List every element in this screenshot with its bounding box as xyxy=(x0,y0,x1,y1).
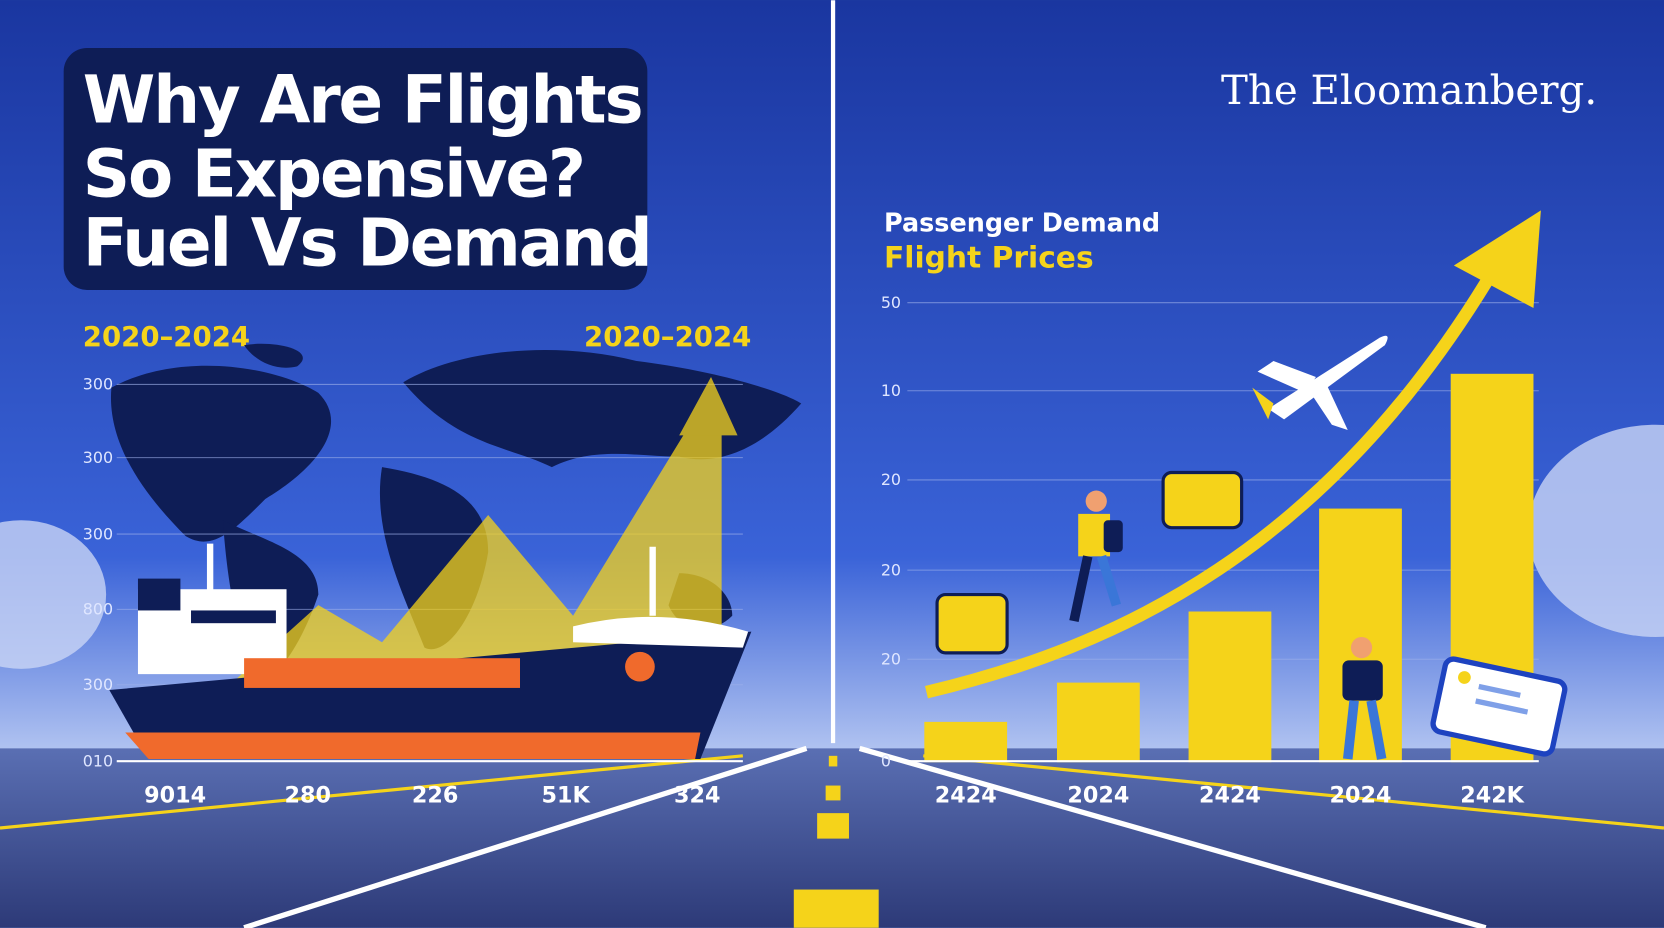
y-label: 20 xyxy=(881,560,901,579)
title-box xyxy=(63,48,648,290)
legend-label: Passenger Demand xyxy=(884,209,1160,239)
right-y-labels: 50 10 20 20 20 0 xyxy=(881,293,901,770)
clouds xyxy=(0,424,1664,669)
x-label: 226 xyxy=(412,783,458,809)
x-label: 2024 xyxy=(1329,783,1391,809)
y-label: 20 xyxy=(881,470,901,489)
y-label: 300 xyxy=(83,448,113,467)
y-label: 010 xyxy=(83,751,113,770)
road-lines xyxy=(0,745,1664,928)
y-label: 300 xyxy=(83,524,113,543)
brand: The Eloomanberg. xyxy=(1221,67,1597,114)
arrow-head xyxy=(1453,210,1541,308)
x-label: 2424 xyxy=(935,783,997,809)
y-label: 20 xyxy=(881,650,901,669)
x-label: 324 xyxy=(674,783,720,809)
y-label: 10 xyxy=(881,381,901,400)
y-label: 0 xyxy=(881,751,891,770)
period-label: 2020–2024 xyxy=(83,320,250,353)
x-label: 242K xyxy=(1460,783,1524,809)
right-x-labels: 2424 2024 2424 2024 242K xyxy=(935,783,1525,809)
ship xyxy=(109,543,752,760)
title-line: Fuel Vs Demand xyxy=(83,205,651,282)
y-label: 800 xyxy=(83,600,113,619)
luggage xyxy=(935,470,1244,655)
y-label: 300 xyxy=(83,375,113,394)
x-label: 51K xyxy=(542,783,591,809)
x-label: 2424 xyxy=(1199,783,1261,809)
title-line: Why Are Flights xyxy=(83,61,642,138)
title-line: So Expensive? xyxy=(83,136,584,213)
left-x-labels: 9014 280 226 51K 324 xyxy=(144,783,720,809)
ticket xyxy=(1430,656,1568,757)
x-label: 2024 xyxy=(1067,783,1129,809)
trend-arrow xyxy=(924,262,1502,699)
center-dashes xyxy=(793,755,879,928)
legend-label: Flight Prices xyxy=(884,241,1094,276)
x-label: 280 xyxy=(285,783,331,809)
period-label: 2020–2024 xyxy=(584,320,751,353)
traveler xyxy=(1069,490,1387,760)
y-label: 300 xyxy=(83,675,113,694)
airplane xyxy=(1252,335,1388,431)
left-y-labels: 300 300 300 800 300 010 xyxy=(83,375,113,771)
x-label: 9014 xyxy=(144,783,206,809)
y-label: 50 xyxy=(881,293,901,312)
